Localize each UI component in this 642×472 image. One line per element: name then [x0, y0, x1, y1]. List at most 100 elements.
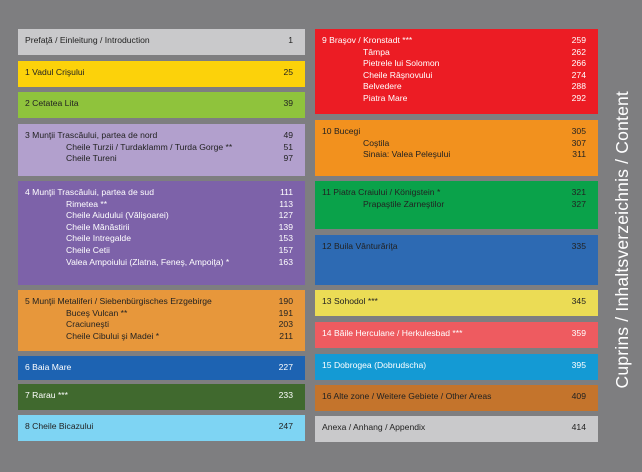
- toc-subentry-row-title: Cheile Intregalde: [66, 233, 131, 244]
- toc-subentry-row-title: Cheile Mănăstirii: [66, 221, 130, 232]
- toc-chapter-row-title: 10 Bucegi: [322, 126, 361, 136]
- toc-subentry-row-page-number: 191: [278, 307, 293, 318]
- toc-subentry-row[interactable]: Piatra Mare 292: [321, 93, 586, 105]
- toc-subentry-row[interactable]: Tâmpa 262: [321, 47, 586, 59]
- toc-chapter-row[interactable]: 4 Munţii Trascăului, partea de sud 111: [24, 187, 293, 199]
- toc-section-block: Prefaţă / Einleitung / Introduction 1: [18, 29, 305, 55]
- toc-chapter-row-title: 7 Rarau ***: [25, 390, 68, 400]
- toc-chapter-row[interactable]: 12 Buila Vânturăriţa 335: [321, 241, 586, 253]
- toc-subentry-row-page-number: 157: [278, 244, 293, 255]
- toc-subentry-row-page-number: 311: [572, 149, 586, 160]
- toc-section-block: 3 Munţii Trascăului, partea de nord 49 Che…: [18, 124, 305, 176]
- toc-subentry-row[interactable]: Belvedere 288: [321, 81, 586, 93]
- toc-chapter-row[interactable]: Anexa / Anhang / Appendix 414: [321, 422, 586, 434]
- toc-subentry-row-page-number: 97: [283, 153, 293, 164]
- toc-chapter-row[interactable]: 13 Sohodol *** 345: [321, 296, 586, 308]
- toc-chapter-row-page-number: 335: [571, 241, 586, 251]
- toc-subentry-row[interactable]: Valea Ampoiului (Zlatna, Feneş, Ampoiţa)…: [24, 257, 293, 269]
- toc-subentry-row[interactable]: Cheile Râşnovului 274: [321, 70, 586, 82]
- toc-chapter-row[interactable]: 5 Munţii Metaliferi / Siebenbürgisches E…: [24, 296, 293, 308]
- toc-subentry-row[interactable]: Cheile Cetii 157: [24, 245, 293, 257]
- toc-subentry-row-title: Cheile Cibului şi Madei *: [66, 330, 160, 341]
- toc-chapter-row[interactable]: 1 Vadul Crişului 25: [24, 67, 293, 79]
- toc-chapter-row-title: 4 Munţii Trascăului, partea de sud: [25, 187, 154, 197]
- toc-subentry-row[interactable]: Buceş Vulcan ** 191: [24, 308, 293, 320]
- toc-section-block: 12 Buila Vânturăriţa 335: [315, 235, 598, 285]
- toc-chapter-row-page-number: 25: [283, 67, 293, 77]
- toc-chapter-row[interactable]: 3 Munţii Trascăului, partea de nord 49: [24, 130, 293, 142]
- sidebar-title: Cuprins / Inhaltsverzeichnis / Content: [611, 91, 632, 389]
- toc-subentry-row-title: Pietrele lui Solomon: [363, 58, 440, 69]
- toc-chapter-row-page-number: 305: [571, 126, 586, 136]
- toc-subentry-row[interactable]: Craciuneşti 203: [24, 319, 293, 331]
- toc-chapter-row[interactable]: 9 Braşov / Kronstadt *** 259: [321, 35, 586, 47]
- toc-subentry-row[interactable]: Cheile Intregalde 153: [24, 233, 293, 245]
- toc-subentry-row[interactable]: Prapaştile Zarneştilor 327: [321, 199, 586, 211]
- toc-subentry-row-title: Cheile Tureni: [66, 153, 117, 164]
- toc-chapter-row-page-number: 414: [571, 422, 586, 432]
- toc-subentry-row[interactable]: Sinaia: Valea Peleşului 311: [321, 149, 586, 161]
- toc-chapter-row[interactable]: Prefaţă / Einleitung / Introduction 1: [24, 35, 293, 47]
- toc-section-block: 7 Rarau *** 233: [18, 384, 305, 410]
- toc-chapter-row[interactable]: 6 Baia Mare 227: [24, 362, 293, 374]
- toc-chapter-row-page-number: 49: [283, 130, 293, 140]
- toc-chapter-row[interactable]: 16 Alte zone / Weitere Gebiete / Other A…: [321, 391, 586, 403]
- toc-chapter-row[interactable]: 2 Cetatea Lita 39: [24, 98, 293, 110]
- toc-section-block: 5 Munţii Metaliferi / Siebenbürgisches E…: [18, 290, 305, 351]
- toc-section-block: 10 Bucegi 305 Coştila 307 Sinaia: Valea Pele…: [315, 120, 598, 176]
- toc-subentry-row-title: Buceş Vulcan **: [66, 307, 128, 318]
- toc-subentry-row-page-number: 163: [278, 256, 293, 267]
- toc-section-block: Anexa / Anhang / Appendix 414: [315, 416, 598, 442]
- toc-chapter-row[interactable]: 10 Bucegi 305: [321, 126, 586, 138]
- toc-subentry-row-title: Coştila: [363, 137, 390, 148]
- toc-chapter-row-title: 3 Munţii Trascăului, partea de nord: [25, 130, 158, 140]
- toc-subentry-row[interactable]: Pietrele lui Solomon 266: [321, 58, 586, 70]
- toc-section-block: 14 Băile Herculane / Herkulesbad *** 359: [315, 322, 598, 348]
- toc-subentry-row-page-number: 139: [278, 221, 293, 232]
- toc-subentry-row-page-number: 153: [278, 233, 293, 244]
- toc-subentry-row-title: Rimetea **: [66, 198, 108, 209]
- toc-subentry-row-title: Cheile Turzii / Turdaklamm / Turda Gorge…: [66, 141, 233, 152]
- toc-chapter-row[interactable]: 11 Piatra Craiului / Königstein * 321: [321, 187, 586, 199]
- toc-subentry-row-title: Piatra Mare: [363, 92, 408, 103]
- toc-chapter-row-title: 2 Cetatea Lita: [25, 98, 79, 108]
- toc-subentry-row-title: Sinaia: Valea Peleşului: [363, 149, 451, 160]
- toc-subentry-row[interactable]: Cheile Cibului şi Madei * 211: [24, 331, 293, 343]
- toc-chapter-row-title: 15 Dobrogea (Dobrudscha): [322, 360, 427, 370]
- toc-section-block: 1 Vadul Crişului 25: [18, 61, 305, 87]
- toc-subentry-row[interactable]: Coştila 307: [321, 138, 586, 150]
- toc-chapter-row[interactable]: 7 Rarau *** 233: [24, 390, 293, 402]
- toc-chapter-row-title: 11 Piatra Craiului / Königstein *: [322, 187, 441, 197]
- toc-chapter-row-title: Prefaţă / Einleitung / Introduction: [25, 35, 150, 45]
- toc-subentry-row-title: Cheile Râşnovului: [363, 69, 433, 80]
- toc-chapter-row[interactable]: 15 Dobrogea (Dobrudscha) 395: [321, 360, 586, 372]
- toc-chapter-row[interactable]: 14 Băile Herculane / Herkulesbad *** 359: [321, 328, 586, 340]
- toc-section-block: 6 Baia Mare 227: [18, 356, 305, 380]
- toc-chapter-row-page-number: 409: [571, 391, 586, 401]
- toc-section-block: 13 Sohodol *** 345: [315, 290, 598, 316]
- toc-chapter-row-page-number: 39: [283, 98, 293, 108]
- toc-subentry-row-title: Cheile Aiudului (Vălişoarei): [66, 210, 169, 221]
- toc-subentry-row-page-number: 127: [278, 210, 293, 221]
- toc-subentry-row[interactable]: Cheile Mănăstirii 139: [24, 222, 293, 234]
- toc-chapter-row-page-number: 111: [279, 187, 293, 197]
- toc-chapter-row-page-number: 190: [278, 296, 293, 306]
- toc-subentry-row[interactable]: Cheile Aiudului (Vălişoarei) 127: [24, 210, 293, 222]
- toc-section-block: 2 Cetatea Lita 39: [18, 92, 305, 118]
- toc-chapter-row-title: 6 Baia Mare: [25, 362, 72, 372]
- toc-chapter-row-title: 9 Braşov / Kronstadt ***: [322, 35, 413, 45]
- toc-subentry-row-title: Tâmpa: [363, 46, 390, 57]
- toc-section-block: 8 Cheile Bicazului 247: [18, 415, 305, 441]
- toc-chapter-row-title: 1 Vadul Crişului: [25, 67, 85, 77]
- toc-subentry-row[interactable]: Cheile Tureni 97: [24, 153, 293, 165]
- toc-chapter-row-page-number: 359: [571, 328, 586, 338]
- toc-sidebar: Cuprins / Inhaltsverzeichnis / Content: [612, 18, 632, 462]
- toc-subentry-row-page-number: 262: [571, 46, 586, 57]
- toc-subentry-row[interactable]: Rimetea ** 113: [24, 199, 293, 211]
- toc-chapter-row-title: 13 Sohodol ***: [322, 296, 378, 306]
- toc-subentry-row[interactable]: Cheile Turzii / Turdaklamm / Turda Gorge…: [24, 142, 293, 154]
- toc-chapter-row-title: 12 Buila Vânturăriţa: [322, 241, 398, 251]
- toc-chapter-row[interactable]: 8 Cheile Bicazului 247: [24, 421, 293, 433]
- toc-subentry-row-title: Craciuneşti: [66, 319, 109, 330]
- toc-subentry-row-title: Valea Ampoiului (Zlatna, Feneş, Ampoiţa)…: [66, 256, 230, 267]
